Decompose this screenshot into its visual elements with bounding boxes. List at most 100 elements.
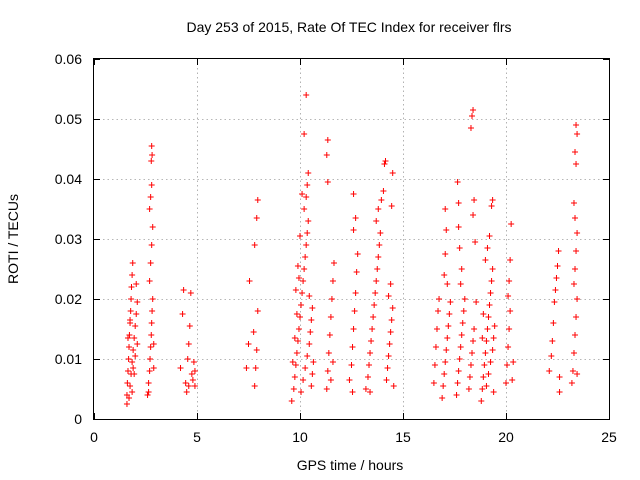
data-point (573, 314, 580, 320)
data-point (387, 329, 394, 335)
data-point (554, 263, 561, 269)
data-point (323, 386, 330, 392)
data-point (329, 359, 336, 365)
data-point (292, 287, 299, 293)
y-tick-label: 0.01 (55, 351, 82, 367)
data-point (177, 365, 184, 371)
x-tick-labels: 0 5 10 15 20 25 (90, 429, 617, 445)
data-point (133, 281, 140, 287)
data-point (441, 371, 448, 377)
data-point (191, 368, 198, 374)
data-point (129, 389, 136, 395)
data-point (550, 320, 557, 326)
data-point (470, 107, 477, 113)
data-point (134, 341, 141, 347)
data-point (190, 359, 197, 365)
data-point (552, 287, 559, 293)
data-point (458, 332, 465, 338)
data-point (130, 347, 137, 353)
data-point (310, 359, 317, 365)
data-point (300, 377, 307, 383)
data-point (442, 206, 449, 212)
data-point (375, 254, 382, 260)
data-point (444, 335, 451, 341)
data-point (289, 359, 296, 365)
data-point (297, 233, 303, 239)
data-point (309, 305, 316, 311)
data-point (431, 362, 438, 368)
data-point (380, 188, 387, 194)
data-point (485, 314, 492, 320)
data-point (129, 359, 136, 365)
data-point (299, 191, 306, 197)
chart-title: Day 253 of 2015, Rate Of TEC Index for r… (186, 19, 511, 35)
data-point (352, 215, 359, 221)
data-point (300, 278, 307, 284)
data-point (367, 350, 374, 356)
data-point (467, 125, 474, 131)
data-point (548, 353, 555, 359)
data-point (306, 293, 313, 299)
data-point (250, 329, 257, 335)
data-point (251, 242, 258, 248)
data-point (459, 320, 466, 326)
plot-frame (93, 58, 610, 420)
data-point (127, 308, 134, 314)
data-point (469, 113, 476, 119)
data-point (372, 290, 379, 296)
data-point (486, 302, 493, 308)
data-point (555, 248, 562, 254)
y-tick-label: 0.06 (55, 51, 82, 67)
data-point (304, 353, 311, 359)
data-point (457, 344, 464, 350)
data-point (439, 395, 446, 401)
data-point (455, 200, 462, 206)
data-point (126, 395, 133, 401)
data-point (132, 323, 139, 329)
data-point (467, 362, 474, 368)
data-point (304, 182, 311, 188)
data-point (488, 278, 495, 284)
data-point (127, 383, 134, 389)
data-point (484, 245, 491, 251)
data-point (430, 380, 437, 386)
data-point (148, 320, 155, 326)
data-point (483, 338, 490, 344)
data-point (127, 317, 134, 323)
y-tick-label: 0.04 (55, 171, 82, 187)
data-point (574, 230, 581, 236)
data-point (455, 224, 462, 230)
data-point (327, 314, 334, 320)
data-point (390, 383, 397, 389)
data-point (377, 230, 384, 236)
data-point (461, 296, 468, 302)
data-point (483, 383, 490, 389)
data-point (472, 239, 479, 245)
data-point (132, 353, 139, 359)
data-point (556, 389, 563, 395)
data-point (148, 158, 155, 164)
data-point (490, 389, 497, 395)
data-point (294, 338, 301, 344)
data-point (442, 359, 449, 365)
x-tick-label: 10 (292, 429, 308, 445)
x-tick-label: 5 (193, 429, 201, 445)
data-point (253, 347, 260, 353)
data-point (131, 335, 138, 341)
data-point (327, 377, 334, 383)
data-point (489, 197, 496, 203)
data-point (366, 362, 373, 368)
data-point (568, 380, 575, 386)
data-point (572, 332, 579, 338)
data-point (185, 341, 192, 347)
data-point (147, 344, 154, 350)
data-point (465, 386, 472, 392)
data-point (148, 242, 155, 248)
data-point (125, 356, 132, 362)
data-point (471, 326, 478, 332)
data-point (129, 272, 136, 278)
data-point (352, 290, 359, 296)
data-point (328, 296, 335, 302)
data-point (479, 335, 486, 341)
data-point (573, 248, 580, 254)
